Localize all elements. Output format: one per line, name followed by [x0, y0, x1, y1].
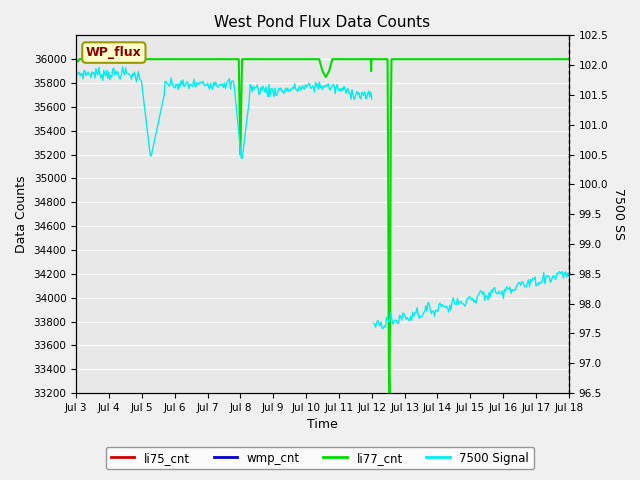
- Y-axis label: Data Counts: Data Counts: [15, 176, 28, 253]
- Title: West Pond Flux Data Counts: West Pond Flux Data Counts: [214, 15, 431, 30]
- Legend: li75_cnt, wmp_cnt, li77_cnt, 7500 Signal: li75_cnt, wmp_cnt, li77_cnt, 7500 Signal: [106, 447, 534, 469]
- Text: WP_flux: WP_flux: [86, 46, 141, 59]
- X-axis label: Time: Time: [307, 419, 338, 432]
- Y-axis label: 7500 SS: 7500 SS: [612, 188, 625, 240]
